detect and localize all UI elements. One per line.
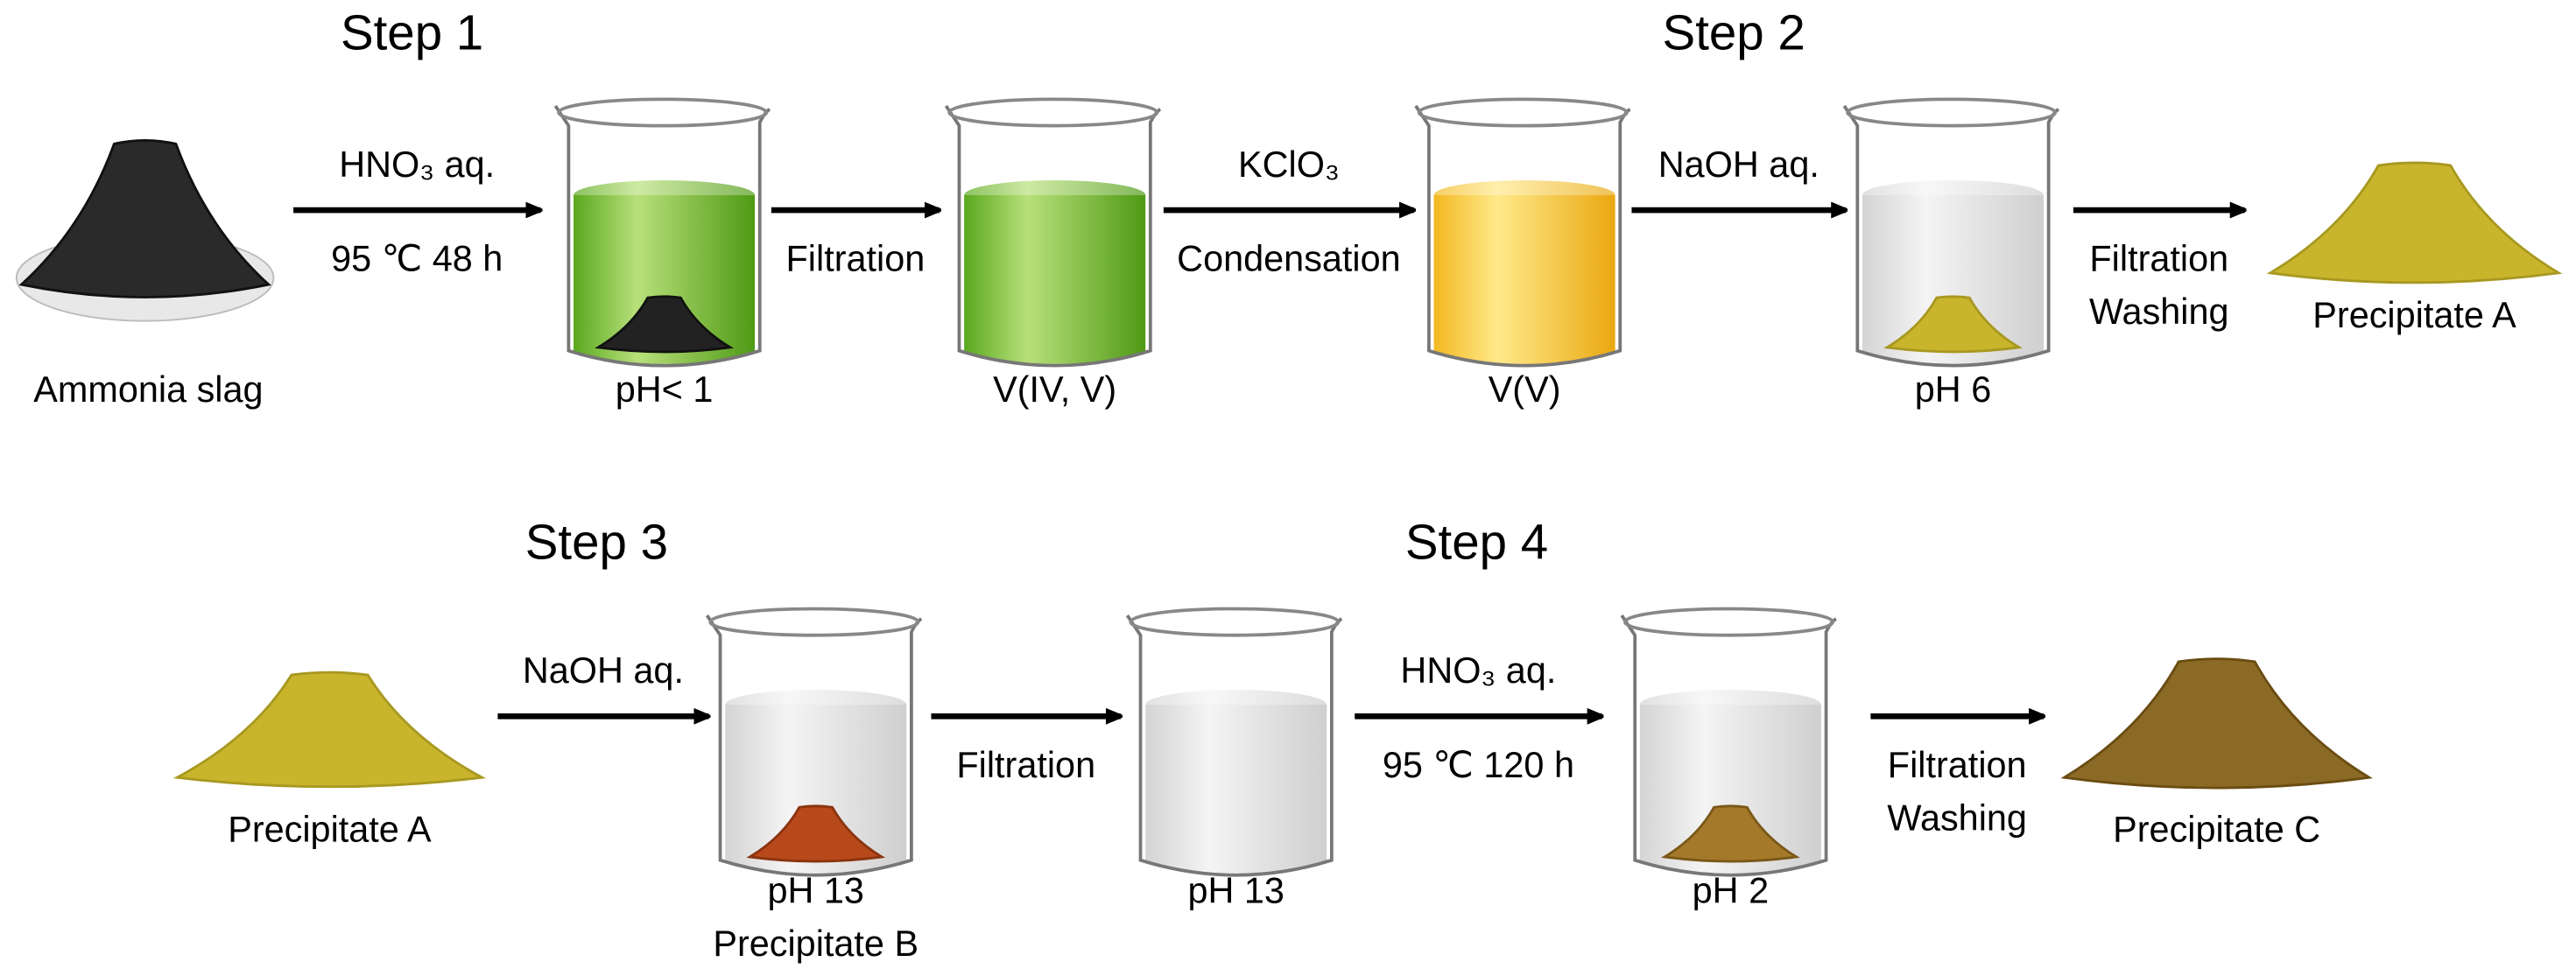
powder-pile bbox=[172, 671, 487, 789]
label: Precipitate C bbox=[2113, 808, 2320, 849]
powder-pile bbox=[2060, 657, 2373, 790]
label: Filtration bbox=[2089, 237, 2228, 278]
liquid-bottom bbox=[1145, 846, 1327, 874]
label: Filtration bbox=[956, 744, 1095, 785]
beaker-rim bbox=[708, 607, 920, 637]
step-title: Step 3 bbox=[525, 515, 668, 570]
liquid bbox=[964, 195, 1146, 351]
label: V(V) bbox=[1489, 369, 1561, 410]
beaker-rim bbox=[1417, 97, 1629, 128]
powder-pile bbox=[18, 139, 271, 298]
beaker-rim bbox=[1846, 97, 2058, 128]
liquid-top bbox=[1433, 179, 1615, 211]
label: KClO₃ bbox=[1238, 144, 1340, 185]
label: V(IV, V) bbox=[993, 369, 1116, 410]
powder-pile bbox=[2266, 161, 2563, 284]
beaker-rim bbox=[1623, 607, 1834, 637]
label: Washing bbox=[2089, 291, 2229, 332]
step-title: Step 2 bbox=[1663, 4, 1805, 60]
label: Precipitate A bbox=[228, 808, 432, 849]
liquid-top bbox=[725, 690, 907, 720]
beaker-rim bbox=[557, 97, 769, 128]
liquid-top bbox=[1862, 179, 2045, 211]
label: NaOH aq. bbox=[523, 649, 684, 691]
powder-pile bbox=[1660, 804, 1800, 863]
liquid-bottom bbox=[964, 337, 1146, 364]
label: Filtration bbox=[786, 237, 926, 278]
label: HNO₃ aq. bbox=[339, 144, 495, 185]
liquid-top bbox=[1145, 690, 1327, 720]
step-title: Step 4 bbox=[1405, 515, 1548, 570]
label: 95 ℃ 120 h bbox=[1383, 744, 1574, 785]
label: pH< 1 bbox=[616, 369, 714, 410]
label: Precipitate B bbox=[713, 923, 918, 964]
liquid-top bbox=[1639, 690, 1821, 720]
label: Precipitate A bbox=[2312, 294, 2516, 335]
liquid bbox=[1433, 195, 1615, 351]
beaker-rim bbox=[1129, 607, 1341, 637]
powder-pile bbox=[595, 295, 735, 354]
label: pH 13 bbox=[767, 869, 863, 910]
label: Filtration bbox=[1888, 744, 2027, 785]
label: HNO₃ aq. bbox=[1400, 649, 1556, 691]
liquid bbox=[1145, 705, 1327, 860]
liquid-top bbox=[574, 179, 756, 211]
label: pH 13 bbox=[1187, 869, 1284, 910]
label: Condensation bbox=[1177, 237, 1401, 278]
powder-pile bbox=[746, 804, 886, 863]
label: Ammonia slag bbox=[33, 369, 263, 410]
label: NaOH aq. bbox=[1658, 144, 1819, 185]
powder-pile bbox=[1883, 295, 2023, 354]
label: 95 ℃ 48 h bbox=[331, 237, 503, 278]
liquid-top bbox=[964, 179, 1146, 211]
label: pH 6 bbox=[1915, 369, 1991, 410]
label: pH 2 bbox=[1693, 869, 1769, 910]
label: Washing bbox=[1887, 797, 2027, 838]
step-title: Step 1 bbox=[341, 4, 483, 60]
beaker-rim bbox=[947, 97, 1159, 128]
liquid-bottom bbox=[1433, 337, 1615, 364]
